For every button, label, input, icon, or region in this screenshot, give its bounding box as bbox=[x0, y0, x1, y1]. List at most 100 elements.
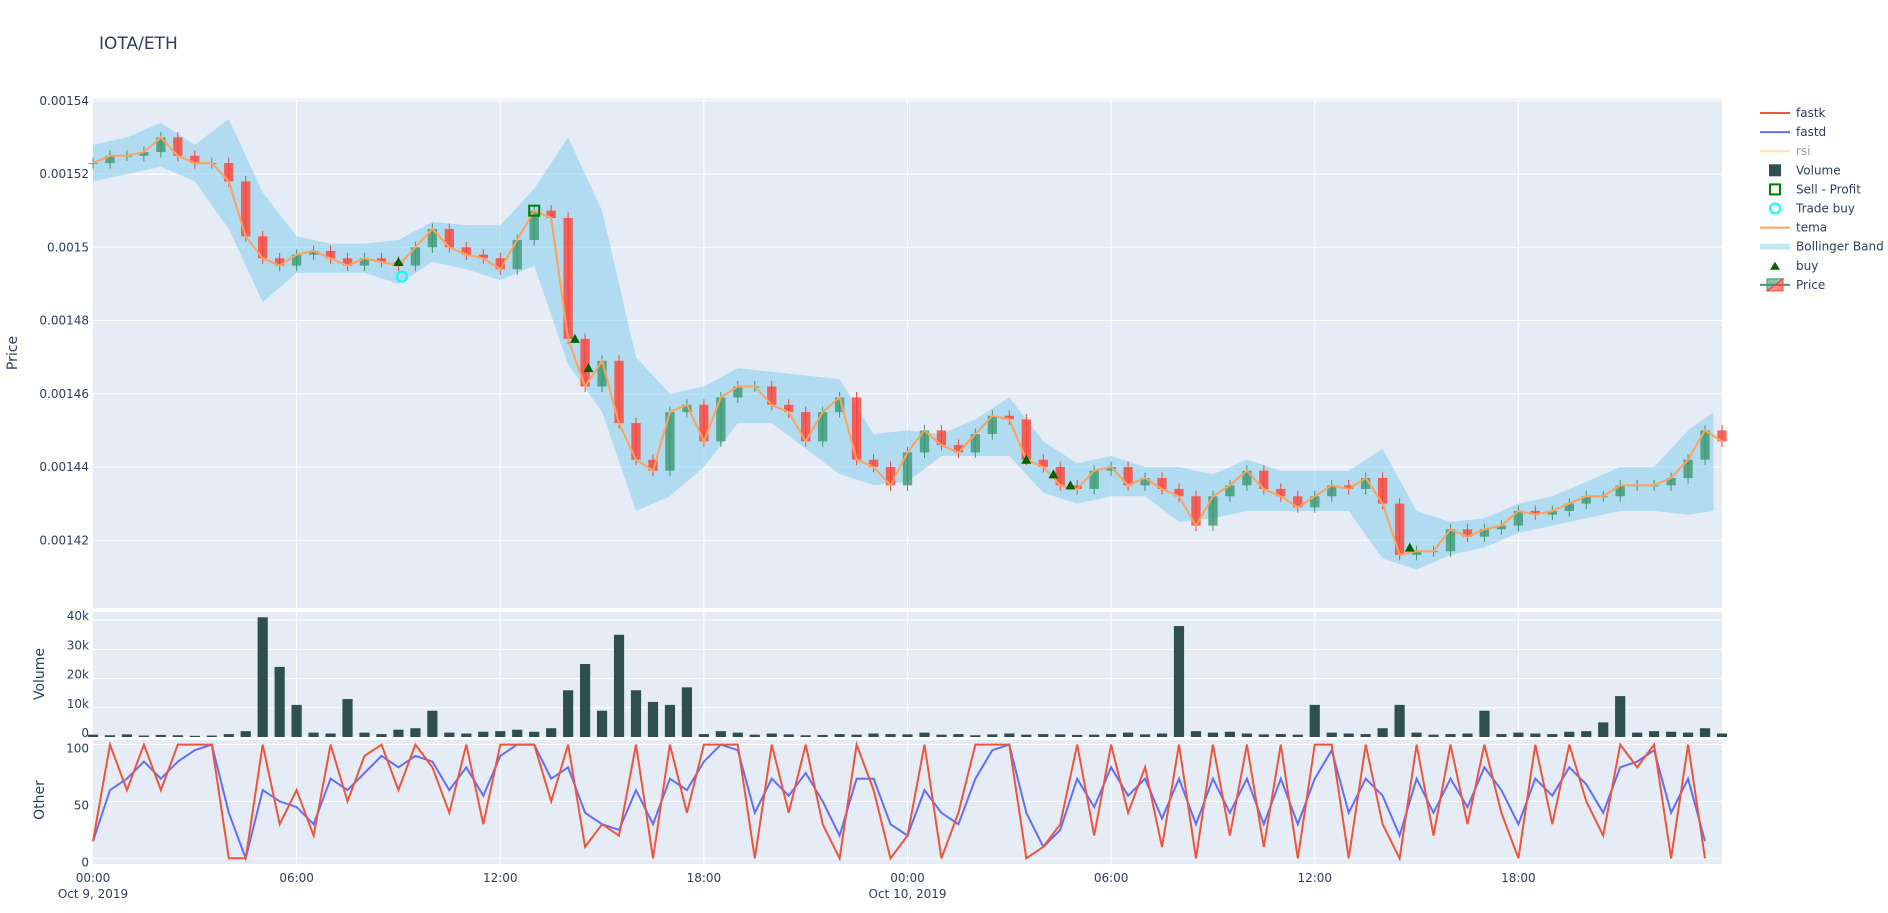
legend-item-fastd[interactable]: fastd bbox=[1760, 125, 1826, 139]
price-axis-label: Price bbox=[5, 336, 21, 370]
x-tick-label: 18:00 bbox=[687, 871, 722, 885]
tema-line bbox=[92, 136, 1723, 557]
legend[interactable]: fastk fastd rsi Volume Sell - Profit Trade bu… bbox=[1760, 106, 1884, 292]
volume-bar bbox=[1530, 733, 1541, 737]
volume-bar bbox=[1038, 734, 1049, 737]
legend-item-sell-profit[interactable]: Sell - Profit bbox=[1769, 182, 1861, 196]
price-candle bbox=[156, 137, 166, 153]
legend-item-tema[interactable]: tema bbox=[1760, 221, 1827, 235]
volume-bar bbox=[1309, 704, 1320, 737]
fastd-line bbox=[92, 743, 1706, 862]
price-candle bbox=[461, 247, 471, 255]
other-axis-label: Other bbox=[32, 780, 48, 820]
x-tick-date-label: Oct 10, 2019 bbox=[869, 887, 947, 901]
volume-panel[interactable]: 0 10k 20k 30k 40k bbox=[67, 609, 1728, 740]
price-candle bbox=[868, 459, 879, 468]
volume-bar bbox=[1699, 728, 1711, 737]
price-candle bbox=[936, 430, 947, 446]
price-candle bbox=[1157, 478, 1167, 489]
price-panel[interactable]: 0.00154 0.00152 0.0015 0.00148 0.00146 0.0014… bbox=[39, 94, 1727, 608]
price-candle bbox=[495, 258, 505, 270]
volume-bar bbox=[1462, 733, 1473, 737]
x-tick-label: 12:00 bbox=[483, 871, 518, 885]
y-tick-label: 40k bbox=[67, 609, 89, 623]
buy-marker bbox=[1065, 480, 1076, 490]
y-tick-label: 10k bbox=[67, 697, 89, 711]
volume-bar bbox=[563, 690, 574, 737]
volume-bar bbox=[308, 732, 319, 737]
volume-bar bbox=[1258, 734, 1269, 737]
buy-marker bbox=[1404, 542, 1415, 552]
price-candle bbox=[1394, 503, 1405, 555]
volume-bar bbox=[274, 666, 285, 737]
legend-item-buy[interactable]: buy bbox=[1770, 259, 1818, 273]
legend-item-rsi[interactable]: rsi bbox=[1760, 144, 1811, 158]
y-tick-label: 0 bbox=[81, 855, 89, 869]
price-candle bbox=[478, 254, 488, 259]
volume-bar bbox=[1615, 696, 1626, 737]
price-candle bbox=[902, 452, 913, 486]
trade-buy-marker bbox=[395, 270, 408, 283]
x-tick-label: 12:00 bbox=[1297, 871, 1332, 885]
legend-label: fastk bbox=[1796, 106, 1826, 120]
legend-label: Volume bbox=[1796, 163, 1841, 177]
legend-item-trade-buy[interactable]: Trade buy bbox=[1769, 202, 1855, 216]
volume-bar bbox=[647, 701, 659, 737]
price-candle bbox=[1530, 510, 1541, 515]
price-candle bbox=[1276, 488, 1286, 497]
volume-bar bbox=[766, 733, 777, 737]
volume-bar bbox=[1547, 734, 1558, 737]
legend-item-bollinger-band[interactable]: Bollinger Band bbox=[1760, 240, 1884, 254]
volume-bar bbox=[427, 710, 438, 737]
legend-item-volume[interactable]: Volume bbox=[1769, 163, 1841, 177]
volume-bar bbox=[1207, 732, 1219, 737]
volume-bar bbox=[1666, 731, 1677, 737]
volume-bar bbox=[1241, 733, 1252, 737]
triangle-up-icon bbox=[1770, 261, 1780, 270]
volume-bar bbox=[1275, 734, 1286, 737]
volume-bar bbox=[512, 729, 523, 737]
legend-item-fastk[interactable]: fastk bbox=[1760, 106, 1826, 120]
volume-bar bbox=[359, 732, 370, 737]
volume-bar bbox=[1004, 733, 1015, 737]
legend-item-price[interactable]: Price bbox=[1760, 278, 1825, 292]
price-candle bbox=[105, 155, 115, 164]
price-candle bbox=[173, 137, 183, 156]
x-tick-label: 06:00 bbox=[279, 871, 314, 885]
y-tick-label: 100 bbox=[66, 742, 89, 756]
volume-bar bbox=[1564, 731, 1575, 737]
price-candle bbox=[376, 258, 387, 262]
volume-bar bbox=[495, 731, 506, 737]
volume-bar bbox=[1139, 734, 1151, 737]
price-candle bbox=[1191, 496, 1201, 526]
legend-label: tema bbox=[1796, 221, 1827, 235]
price-candle bbox=[614, 360, 624, 424]
price-candle bbox=[1479, 529, 1490, 537]
price-candle bbox=[580, 338, 590, 387]
volume-bar bbox=[1224, 731, 1235, 737]
volume-bar bbox=[1292, 734, 1303, 737]
volume-bar bbox=[868, 733, 879, 737]
bollinger-band-area bbox=[93, 119, 1714, 570]
price-candle bbox=[359, 258, 370, 266]
volume-bar bbox=[1428, 734, 1439, 737]
other-panel[interactable]: 0 50 100 00:00 Oct 9, 2019 06:00 12:00 18:00 00:… bbox=[58, 740, 1722, 901]
volume-bar bbox=[630, 690, 642, 737]
volume-bar bbox=[817, 734, 828, 737]
volume-bar bbox=[1716, 733, 1728, 737]
price-candle bbox=[1377, 478, 1388, 504]
volume-bar bbox=[1343, 733, 1354, 737]
volume-bar bbox=[1479, 710, 1490, 737]
price-candle bbox=[1344, 485, 1354, 489]
volume-bar bbox=[970, 735, 981, 737]
volume-bar bbox=[1513, 732, 1524, 737]
price-candle bbox=[885, 467, 896, 486]
legend-label: Sell - Profit bbox=[1796, 182, 1861, 196]
price-candle bbox=[1581, 496, 1591, 504]
volume-bar bbox=[783, 734, 794, 737]
price-candle bbox=[563, 218, 573, 339]
y-tick-label: 0.00146 bbox=[39, 387, 89, 401]
volume-bar bbox=[1089, 734, 1100, 737]
y-tick-label: 20k bbox=[67, 668, 89, 682]
volume-bar bbox=[1360, 734, 1371, 737]
